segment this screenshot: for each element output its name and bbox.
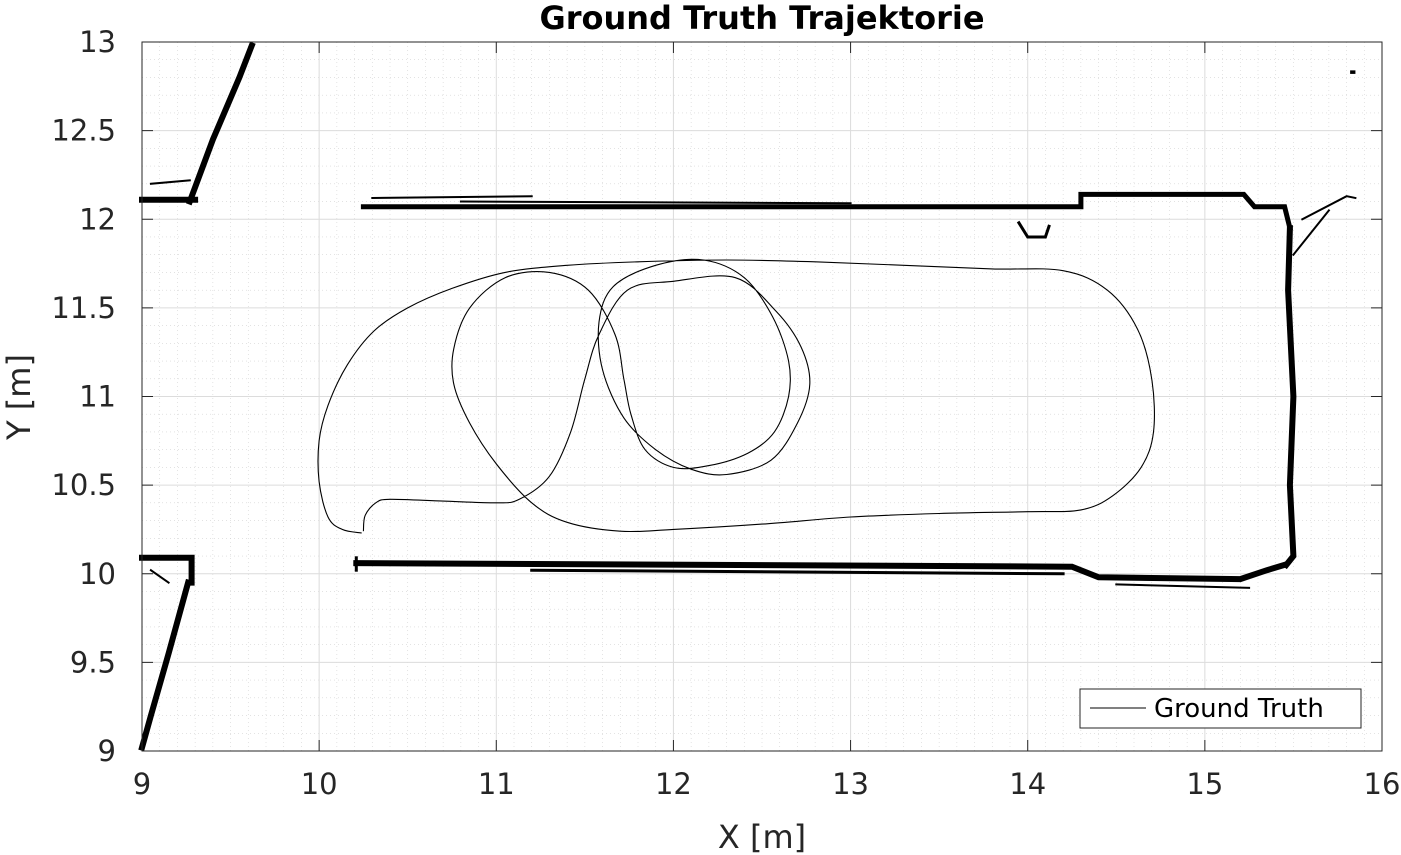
y-tick-label: 9 xyxy=(98,734,116,768)
y-axis-label: Y [m] xyxy=(0,354,38,441)
legend: Ground Truth xyxy=(1079,688,1362,729)
map-wall-bottom xyxy=(353,560,1289,583)
map-wall-top-scatter xyxy=(371,195,533,200)
x-tick-label: 11 xyxy=(478,767,515,801)
map-wall-right-scatter xyxy=(1300,195,1357,221)
map-wall-left-bottom xyxy=(139,554,195,586)
map-wall-bottom-scatter xyxy=(1115,583,1251,589)
y-tick-label: 10.5 xyxy=(51,468,116,502)
x-tick-label: 14 xyxy=(1009,767,1046,801)
map-wall-left-top-scatter xyxy=(149,179,191,185)
map-wall-top xyxy=(360,191,1293,232)
occupancy-map xyxy=(138,41,1357,752)
x-tick-label: 15 xyxy=(1186,767,1223,801)
y-tick-label: 11 xyxy=(79,380,116,414)
y-tick-label: 10 xyxy=(79,557,116,591)
map-wall-top-scatter xyxy=(459,200,852,205)
map-wall-left-top-diagonal xyxy=(185,41,256,206)
x-tick-label: 10 xyxy=(301,767,338,801)
map-wall-bottom-scatter xyxy=(530,568,1065,576)
map-wall-left-bottom-diagonal xyxy=(138,578,192,752)
y-tick-label: 9.5 xyxy=(70,645,116,679)
map-point xyxy=(1350,70,1356,74)
map-blob xyxy=(1016,220,1051,239)
chart-title: Ground Truth Trajektorie xyxy=(539,0,984,37)
y-tick-label: 13 xyxy=(79,25,116,59)
x-tick-label: 12 xyxy=(655,767,692,801)
y-tick-label: 12 xyxy=(79,202,116,236)
y-tick-labels: 9 9.5 10 10.5 11 11.5 12 12.5 13 xyxy=(51,25,116,768)
map-wall-left-bottom-scatter xyxy=(149,568,170,584)
map-wall-right-scatter xyxy=(1291,208,1331,257)
y-tick-label: 12.5 xyxy=(51,114,116,148)
x-tick-label: 13 xyxy=(832,767,869,801)
x-tick-labels: 9 10 11 12 13 14 15 16 xyxy=(133,767,1401,801)
y-tick-label: 11.5 xyxy=(51,291,116,325)
ground-truth-line xyxy=(317,258,1155,534)
x-tick-label: 16 xyxy=(1364,767,1401,801)
x-axis-label: X [m] xyxy=(718,818,806,855)
minor-grid xyxy=(142,42,1382,751)
axis-ticks xyxy=(141,41,1383,752)
x-tick-label: 9 xyxy=(133,767,151,801)
legend-label: Ground Truth xyxy=(1154,694,1324,724)
map-wall-right xyxy=(1282,225,1297,570)
